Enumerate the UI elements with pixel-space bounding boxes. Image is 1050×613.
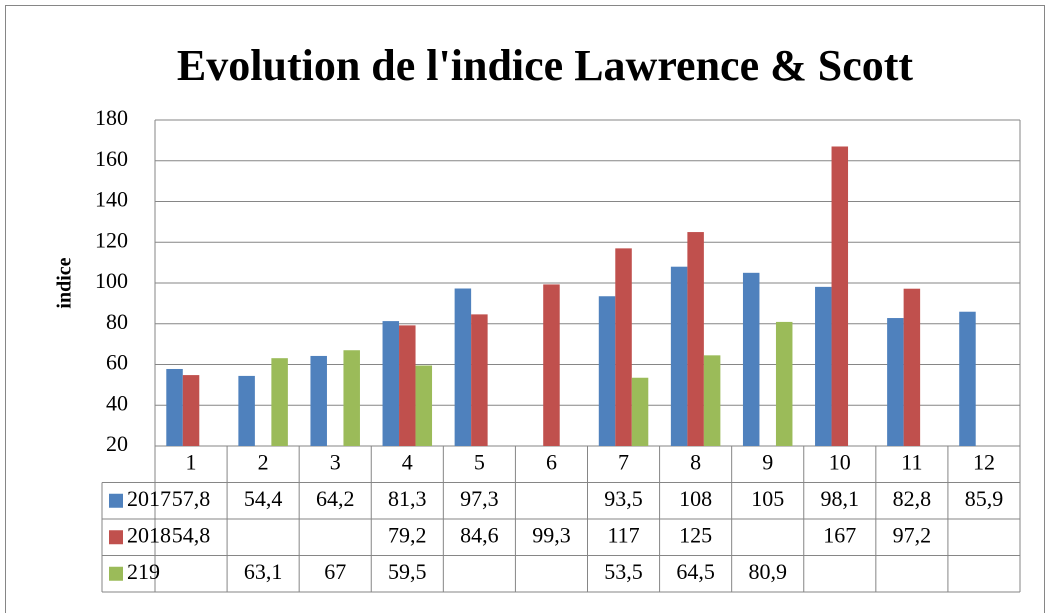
bar — [454, 288, 472, 446]
x-tick-label: 3 — [330, 449, 341, 474]
bar — [703, 355, 721, 446]
data-label: 97,2 — [893, 522, 932, 547]
data-label: 63,1 — [244, 559, 283, 584]
bar — [310, 355, 327, 446]
bar — [399, 325, 416, 446]
legend-swatch — [109, 493, 123, 508]
data-label: 54,4 — [244, 486, 283, 511]
y-tick-label: 20 — [106, 431, 128, 456]
bar — [670, 266, 688, 446]
bar — [742, 272, 760, 446]
data-label: 80,9 — [748, 559, 787, 584]
x-tick-label: 12 — [973, 449, 995, 474]
legend-label: 2018 — [127, 522, 171, 547]
y-tick-label: 120 — [95, 227, 128, 252]
x-tick-label: 8 — [690, 449, 701, 474]
chart-border — [5, 5, 1045, 613]
data-label: 59,5 — [388, 559, 427, 584]
data-label: 167 — [823, 522, 856, 547]
x-tick-label: 6 — [546, 449, 557, 474]
x-tick-label: 1 — [186, 449, 197, 474]
bar — [775, 321, 793, 446]
bar — [543, 284, 560, 446]
data-label: 85,9 — [965, 486, 1004, 511]
data-label: 64,2 — [316, 486, 355, 511]
x-tick-label: 7 — [618, 449, 629, 474]
data-label: 93,5 — [604, 486, 643, 511]
x-tick-label: 2 — [258, 449, 269, 474]
data-label: 53,5 — [604, 559, 643, 584]
bar — [415, 365, 433, 446]
bar — [166, 368, 183, 446]
y-tick-label: 40 — [106, 390, 128, 415]
bar — [887, 318, 904, 446]
data-label: 54,8 — [172, 522, 211, 547]
y-tick-label: 100 — [95, 268, 128, 293]
data-label: 79,2 — [388, 522, 427, 547]
data-label: 57,8 — [172, 486, 211, 511]
data-label: 82,8 — [893, 486, 932, 511]
y-tick-label: 80 — [106, 309, 128, 334]
y-tick-label: 60 — [106, 350, 128, 375]
bar — [271, 358, 288, 446]
legend-label: 2017 — [127, 486, 171, 511]
y-axis-title: indice — [54, 257, 76, 308]
legend-swatch — [109, 530, 123, 545]
x-tick-label: 4 — [402, 449, 413, 474]
data-label: 125 — [679, 522, 712, 547]
y-tick-label: 140 — [95, 187, 128, 212]
legend-swatch — [109, 566, 123, 581]
x-tick-label: 9 — [762, 449, 773, 474]
bar — [959, 311, 976, 446]
bar — [598, 296, 616, 446]
bar — [615, 248, 632, 446]
bar — [831, 146, 849, 447]
legend-label: 219 — [127, 559, 160, 584]
data-label: 64,5 — [676, 559, 715, 584]
x-tick-label: 5 — [474, 449, 485, 474]
x-tick-label: 10 — [829, 449, 851, 474]
bar — [382, 321, 400, 446]
data-label: 99,3 — [532, 522, 571, 547]
data-label: 81,3 — [388, 486, 427, 511]
data-label: 98,1 — [821, 486, 860, 511]
bar — [815, 286, 832, 446]
bar — [631, 377, 649, 446]
y-tick-label: 180 — [95, 105, 128, 130]
data-label: 84,6 — [460, 522, 499, 547]
data-label: 108 — [679, 486, 712, 511]
data-label: 97,3 — [460, 486, 499, 511]
data-label: 105 — [751, 486, 784, 511]
bar — [687, 232, 704, 446]
bar — [182, 375, 200, 446]
bar — [238, 375, 255, 446]
y-tick-label: 160 — [95, 146, 128, 171]
bar — [471, 314, 488, 446]
data-label: 117 — [607, 522, 639, 547]
data-label: 67 — [324, 559, 346, 584]
bar — [903, 288, 921, 446]
chart-title: Evolution de l'indice Lawrence & Scott — [177, 41, 914, 90]
bar — [343, 350, 360, 446]
x-tick-label: 11 — [901, 449, 922, 474]
